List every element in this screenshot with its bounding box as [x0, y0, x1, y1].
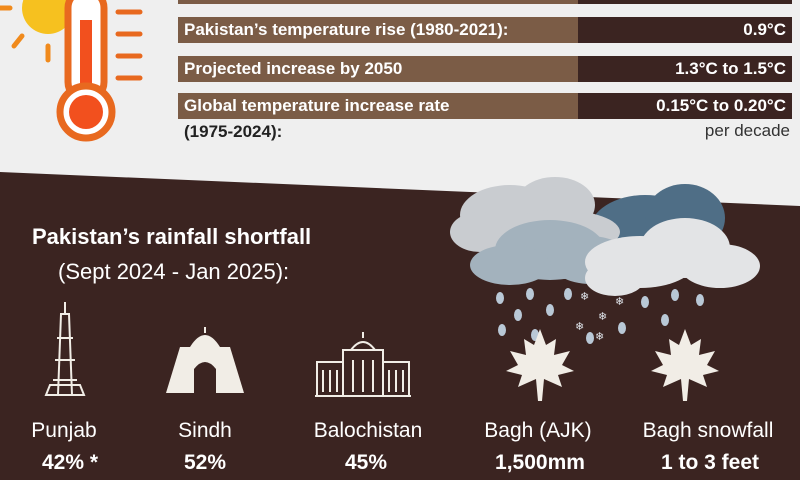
stat-label: Global temperature increase rate	[178, 93, 578, 119]
rainfall-subtitle: (Sept 2024 - Jan 2025):	[58, 259, 290, 284]
top-partial-bar	[178, 0, 792, 4]
stat-value: 0.15°C to 0.20°C	[578, 93, 792, 119]
svg-text:❄: ❄	[598, 310, 607, 323]
stat-row-temperature-rise: Pakistan’s temperature rise (1980-2021):…	[178, 17, 792, 43]
region-name-balochistan: Balochistan	[313, 419, 423, 442]
cloud-rain-icon: ❄ ❄ ❄ ❄ ❄	[450, 177, 760, 344]
svg-text:❄: ❄	[575, 320, 584, 333]
region-value-punjab: 42% *	[41, 451, 99, 474]
mausoleum-icon	[166, 327, 244, 393]
stat-row-global-rate: Global temperature increase rate 0.15°C …	[178, 93, 792, 119]
maple-leaf-icon	[651, 329, 719, 401]
region-name-bagh-ajk: Bagh (AJK)	[484, 419, 592, 442]
stat-value-unit: per decade	[704, 121, 790, 140]
rainfall-title: Pakistan’s rainfall shortfall	[32, 224, 312, 249]
stat-value: 1.3°C to 1.5°C	[578, 56, 792, 82]
region-value-balochistan: 45%	[344, 451, 388, 474]
stat-label: Projected increase by 2050	[178, 56, 578, 82]
stat-row-projected-increase: Projected increase by 2050 1.3°C to 1.5°…	[178, 56, 792, 82]
minar-icon	[44, 302, 86, 396]
region-name-bagh-snowfall: Bagh snowfall	[642, 419, 774, 442]
region-name-sindh: Sindh	[178, 419, 232, 442]
svg-text:❄: ❄	[580, 290, 589, 303]
sun-thermometer-icon	[0, 0, 143, 142]
region-name-punjab: Punjab	[31, 419, 97, 442]
stat-label: Pakistan’s temperature rise (1980-2021):	[178, 17, 578, 43]
building-icon	[315, 332, 411, 397]
stat-value: 0.9°C	[578, 17, 792, 43]
region-value-bagh-snowfall: 1 to 3 feet	[660, 451, 760, 474]
svg-text:❄: ❄	[615, 295, 624, 308]
stat-label-continued: (1975-2024):	[184, 122, 283, 141]
region-value-sindh: 52%	[183, 451, 227, 474]
region-value-bagh-ajk: 1,500mm	[495, 451, 585, 474]
maple-leaf-icon	[506, 329, 574, 401]
svg-text:❄: ❄	[595, 330, 604, 343]
